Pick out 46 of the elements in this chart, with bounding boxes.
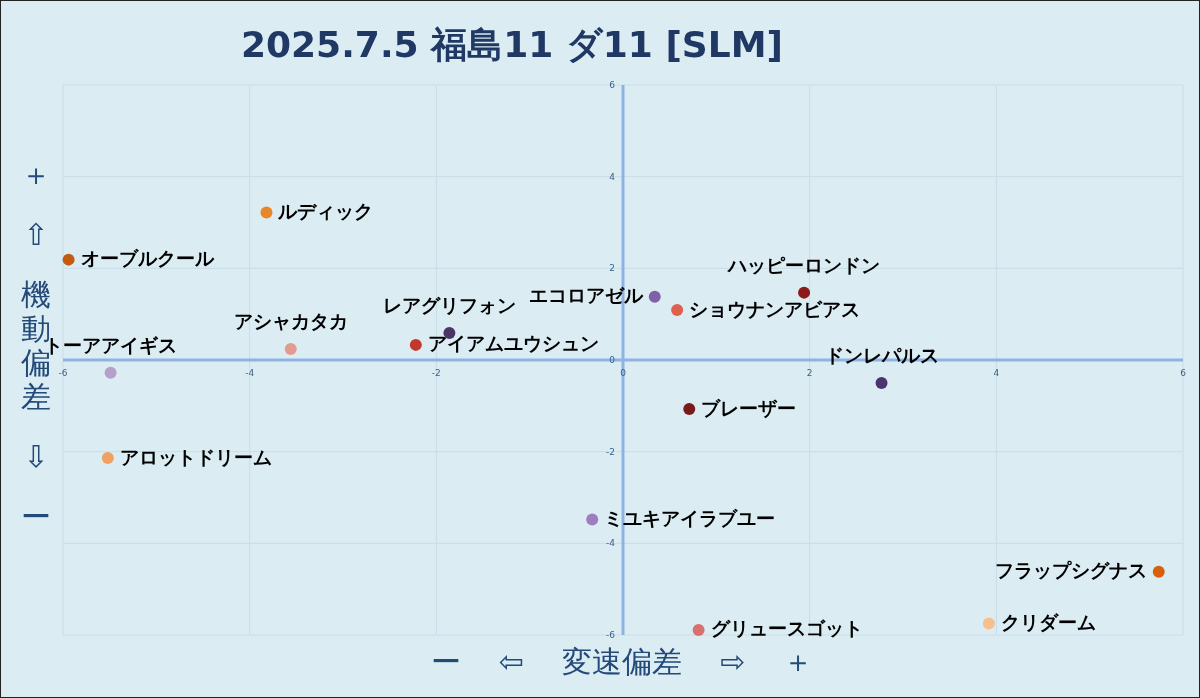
- point: [692, 623, 705, 636]
- x-tick-label: -2: [431, 368, 441, 378]
- point: [101, 452, 114, 465]
- series-label: アロットドリーム: [119, 445, 272, 468]
- point: [62, 253, 75, 266]
- series-label: ショウナンアビアス: [689, 297, 861, 320]
- series-label: アイアムユウシュン: [427, 332, 599, 355]
- point: [104, 366, 117, 379]
- y-tick-label: -2: [606, 446, 615, 457]
- series-label: ルディック: [277, 199, 374, 222]
- point: [798, 286, 811, 299]
- y-tick-label: 2: [609, 263, 615, 274]
- series-label: ハッピーロンドン: [726, 253, 881, 276]
- point: [875, 376, 888, 389]
- series-label: エコロアゼル: [528, 284, 644, 307]
- point: [671, 304, 684, 317]
- series-label: グリュースゴット: [710, 617, 863, 640]
- y-tick-label: -6: [606, 630, 616, 640]
- series-label: アシャカタカ: [233, 310, 348, 332]
- point: [409, 338, 422, 351]
- x-tick-label: 0: [620, 368, 627, 378]
- series-label: ミユキアイラブユー: [604, 507, 776, 529]
- x-tick-label: 6: [1180, 368, 1187, 378]
- y-tick-label: -4: [606, 538, 616, 549]
- x-tick-label: 2: [806, 368, 813, 378]
- x-tick-label: -6: [58, 368, 68, 378]
- y-tick-label: 6: [609, 80, 616, 90]
- series-label: ブレーザー: [701, 396, 797, 419]
- series-label: クリダーム: [1000, 611, 1096, 634]
- point: [648, 290, 661, 303]
- point: [982, 617, 995, 630]
- x-axis-title: ー ⇦ 変速偏差 ⇨ ＋: [430, 644, 814, 679]
- point: [586, 513, 599, 526]
- y-tick-label: 0: [609, 355, 616, 365]
- point: [284, 343, 297, 355]
- point: [260, 206, 273, 219]
- series-label: ドンレパルス: [824, 343, 939, 366]
- point: [683, 403, 696, 416]
- series-label: オーブルクール: [80, 247, 215, 270]
- series-label: レアグリフォン: [382, 293, 516, 316]
- series-label: フラップシグナス: [994, 559, 1147, 582]
- chart-title: 2025.7.5 福島11 ダ11 [SLM]: [240, 24, 784, 65]
- x-tick-label: 4: [993, 368, 1000, 378]
- x-tick-label: -4: [245, 368, 255, 378]
- point: [1152, 565, 1165, 578]
- y-tick-label: 4: [609, 171, 616, 182]
